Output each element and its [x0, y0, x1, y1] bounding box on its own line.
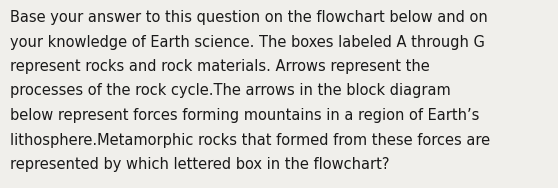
Text: Base your answer to this question on the flowchart below and on: Base your answer to this question on the…	[10, 10, 488, 25]
Text: processes of the rock cycle.The arrows in the block diagram: processes of the rock cycle.The arrows i…	[10, 83, 451, 99]
Text: lithosphere.Metamorphic rocks that formed from these forces are: lithosphere.Metamorphic rocks that forme…	[10, 133, 490, 148]
Text: represent rocks and rock materials. Arrows represent the: represent rocks and rock materials. Arro…	[10, 59, 430, 74]
Text: below represent forces forming mountains in a region of Earth’s: below represent forces forming mountains…	[10, 108, 479, 123]
Text: represented by which lettered box in the flowchart?: represented by which lettered box in the…	[10, 157, 389, 172]
Text: your knowledge of Earth science. The boxes labeled A through G: your knowledge of Earth science. The box…	[10, 35, 485, 49]
